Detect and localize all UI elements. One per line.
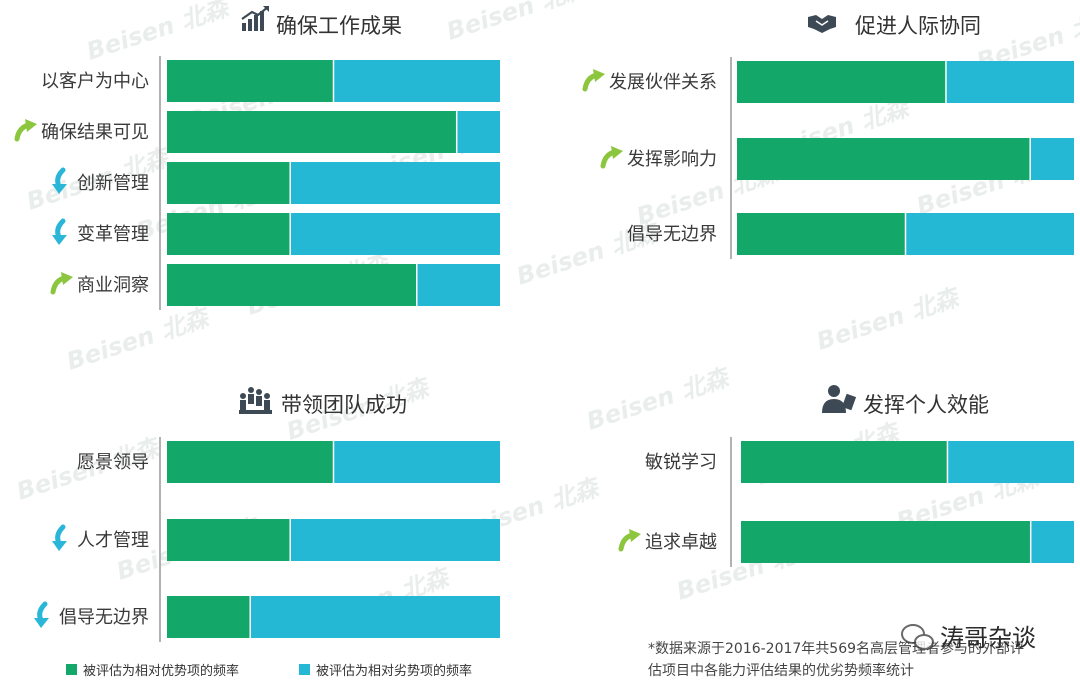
- person-icon: [822, 385, 857, 413]
- bar-disadvantage: [456, 111, 500, 153]
- category-label: 以客户为中心: [41, 71, 149, 92]
- category-label: 倡导无边界: [59, 607, 149, 628]
- bar-disadvantage: [290, 213, 500, 255]
- bar-disadvantage: [290, 162, 500, 204]
- legend-label: 被评估为相对劣势项的频率: [316, 663, 472, 679]
- up-arrow-icon: [618, 529, 641, 552]
- bar-disadvantage: [290, 519, 500, 561]
- svg-text:Beisen 北森: Beisen 北森: [443, 0, 594, 46]
- category-label: 发挥影响力: [627, 149, 717, 170]
- footnote-line-2: 估项目中各能力评估结果的优劣势频率统计: [648, 662, 914, 679]
- category-label: 倡导无边界: [627, 224, 717, 245]
- bar-advantage: [737, 213, 906, 255]
- legend-swatch: [66, 664, 77, 675]
- team-icon: [239, 387, 272, 414]
- bar-disadvantage: [333, 60, 500, 102]
- bar-disadvantage: [1030, 138, 1074, 180]
- wechat-icon: [901, 624, 934, 650]
- category-label: 人才管理: [77, 530, 149, 551]
- bar-disadvantage: [416, 264, 500, 306]
- panel-title: 确保工作成果: [276, 14, 402, 38]
- bar-advantage: [741, 441, 948, 483]
- up-arrow-icon: [14, 119, 37, 142]
- bar-advantage: [167, 213, 291, 255]
- svg-text:Beisen 北森: Beisen 北森: [583, 363, 734, 436]
- legend: 被评估为相对优势项的频率 被评估为相对劣势项的频率: [66, 663, 472, 679]
- panel-title: 促进人际协同: [855, 14, 981, 38]
- bar-advantage: [737, 61, 946, 103]
- bar-disadvantage: [905, 213, 1074, 255]
- bar-advantage: [167, 441, 334, 483]
- bar-disadvantage: [1030, 521, 1074, 563]
- category-label: 变革管理: [77, 224, 149, 245]
- svg-text:Beisen 北森: Beisen 北森: [83, 0, 234, 66]
- category-label: 愿景领导: [77, 452, 149, 473]
- down-arrow-icon: [52, 167, 67, 194]
- bar-advantage: [167, 60, 334, 102]
- panel-title: 带领团队成功: [281, 393, 407, 417]
- bar-advantage: [167, 111, 457, 153]
- bar-disadvantage: [945, 61, 1074, 103]
- bar-advantage: [167, 596, 251, 638]
- category-label: 商业洞察: [77, 275, 149, 296]
- svg-text:Beisen 北森: Beisen 北森: [813, 283, 964, 356]
- bar-advantage: [741, 521, 1031, 563]
- category-label: 发展伙伴关系: [609, 72, 717, 93]
- account-name: 涛哥杂谈: [940, 624, 1036, 652]
- down-arrow-icon: [52, 524, 67, 551]
- down-arrow-icon: [52, 218, 67, 245]
- bar-advantage: [737, 138, 1031, 180]
- category-label: 创新管理: [77, 173, 149, 194]
- up-arrow-icon: [600, 146, 623, 169]
- category-label: 确保结果可见: [41, 122, 149, 143]
- bar-disadvantage: [333, 441, 500, 483]
- up-arrow-icon: [50, 272, 73, 295]
- growth-chart-icon: [241, 6, 269, 31]
- down-arrow-icon: [34, 601, 49, 628]
- svg-text:Beisen 北森: Beisen 北森: [63, 303, 214, 376]
- handshake-icon: [808, 15, 836, 33]
- category-label: 敏锐学习: [645, 452, 717, 473]
- bar-disadvantage: [250, 596, 500, 638]
- legend-label: 被评估为相对优势项的频率: [83, 663, 239, 679]
- category-label: 追求卓越: [645, 532, 717, 553]
- bar-advantage: [167, 264, 417, 306]
- bar-advantage: [167, 519, 291, 561]
- panel-title: 发挥个人效能: [863, 393, 989, 417]
- bar-advantage: [167, 162, 291, 204]
- account-watermark: 涛哥杂谈: [901, 624, 1036, 652]
- bar-disadvantage: [947, 441, 1074, 483]
- up-arrow-icon: [582, 69, 605, 92]
- legend-swatch: [299, 664, 310, 675]
